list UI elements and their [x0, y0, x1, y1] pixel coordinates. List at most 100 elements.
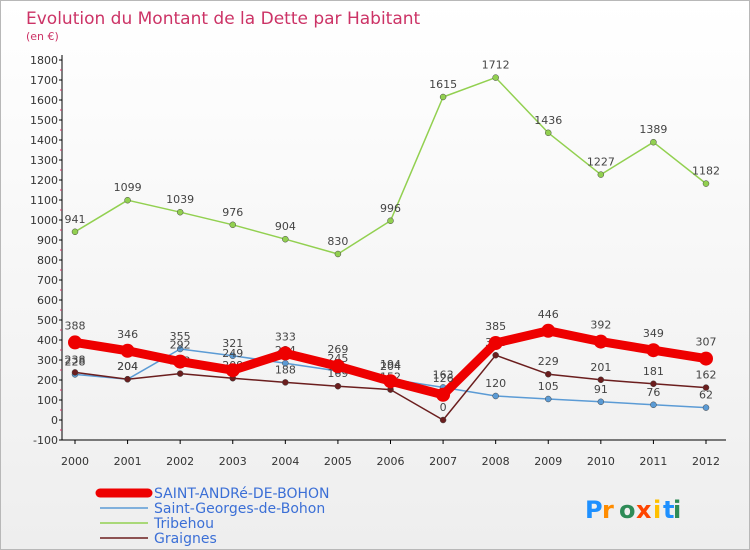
- y-tick-label: 1700: [30, 74, 58, 87]
- logo-letter: i: [673, 496, 681, 524]
- data-label: 188: [275, 363, 296, 376]
- data-point: [229, 352, 236, 360]
- data-point: [278, 346, 293, 361]
- data-label: 1389: [639, 123, 667, 136]
- x-tick-label: 2012: [692, 455, 720, 468]
- data-point: [124, 375, 131, 383]
- data-point: [71, 369, 79, 376]
- series-layer: 941 1099 1039 976 904 830 996 1615 1712 1436 1227 1…: [65, 59, 720, 424]
- data-label: 228: [65, 355, 86, 368]
- data-label: 349: [643, 327, 664, 340]
- data-point: [541, 323, 556, 338]
- data-point: [439, 93, 447, 101]
- data-point: [282, 235, 289, 243]
- x-tick-label: 2005: [324, 455, 352, 468]
- y-tick-label: 800: [37, 254, 58, 267]
- data-point: [176, 370, 184, 377]
- data-point: [650, 401, 657, 409]
- data-label: 292: [170, 339, 191, 352]
- legend-label: Graignes: [154, 531, 217, 547]
- x-tick-label: 2002: [166, 455, 194, 468]
- x-tick-label: 2007: [429, 455, 457, 468]
- legend: SAINT-ANDRé-DE-BOHONSaint-Georges-de-Boh…: [95, 486, 330, 547]
- data-point: [229, 221, 236, 229]
- data-point: [68, 335, 82, 350]
- y-tick-label: 1400: [30, 134, 58, 147]
- data-label: 249: [222, 347, 243, 360]
- y-tick-label: 500: [37, 314, 58, 327]
- x-tick-label: 2004: [271, 455, 299, 468]
- y-tick-label: 700: [37, 274, 58, 287]
- data-label: 1615: [429, 78, 457, 91]
- y-tick-label: 1800: [30, 54, 58, 67]
- data-label: 229: [538, 355, 559, 368]
- x-tick-label: 2003: [219, 455, 247, 468]
- data-label: 346: [117, 328, 138, 341]
- data-point: [545, 395, 552, 403]
- data-label: 105: [538, 380, 559, 393]
- data-point: [702, 384, 710, 391]
- data-label: 392: [590, 319, 611, 332]
- data-point: [330, 359, 345, 374]
- y-tick-label: 1500: [30, 114, 58, 127]
- data-point: [492, 351, 499, 359]
- logo-letter: o: [619, 496, 636, 524]
- data-point: [383, 374, 398, 389]
- data-point: [488, 336, 503, 350]
- chart-subtitle: (en €): [26, 30, 59, 43]
- data-point: [334, 250, 342, 258]
- x-tick-label: 2010: [587, 455, 615, 468]
- data-label: 204: [117, 360, 138, 373]
- data-point: [282, 379, 289, 386]
- data-label: 181: [643, 365, 664, 378]
- y-tick-label: 400: [37, 334, 58, 347]
- data-label: 830: [327, 235, 348, 248]
- data-label: 201: [590, 361, 611, 374]
- legend-label: Saint-Georges-de-Bohon: [154, 501, 325, 517]
- y-tick-label: 1100: [30, 194, 58, 207]
- y-tick-label: 300: [37, 354, 58, 367]
- data-label: 1436: [534, 114, 562, 127]
- chart-title: Evolution du Montant de la Dette par Hab…: [26, 9, 421, 29]
- data-label: 976: [222, 206, 243, 219]
- x-tick-label: 2006: [377, 455, 405, 468]
- data-point: [545, 129, 552, 137]
- data-label: 996: [380, 202, 401, 215]
- data-point: [436, 387, 451, 402]
- data-point: [492, 392, 499, 400]
- data-label: 163: [433, 368, 454, 381]
- data-label: 1712: [482, 59, 510, 72]
- data-label: 62: [699, 389, 713, 402]
- data-point: [545, 370, 552, 378]
- data-point: [124, 196, 131, 204]
- data-label: 91: [594, 383, 608, 396]
- data-point: [699, 351, 713, 366]
- data-point: [597, 376, 605, 384]
- data-label: 1039: [166, 193, 194, 206]
- y-tick-label: 1300: [30, 154, 58, 167]
- data-label: 388: [65, 319, 86, 332]
- data-label: 355: [170, 330, 191, 343]
- data-point: [646, 343, 661, 358]
- data-label: 238: [65, 353, 86, 366]
- y-tick-label: 1000: [30, 214, 58, 227]
- data-point: [439, 416, 447, 424]
- data-label: 385: [485, 320, 506, 333]
- data-label: 120: [485, 377, 506, 390]
- y-tick-label: 600: [37, 294, 58, 307]
- data-point: [492, 74, 499, 81]
- series-0: 388 346 292 249 333 269 194 126 385 446 392 349 307: [65, 308, 717, 402]
- x-tick-label: 2009: [534, 455, 562, 468]
- x-tick-label: 2011: [639, 455, 667, 468]
- logo-letter: t: [663, 496, 674, 524]
- legend-label: SAINT-ANDRé-DE-BOHON: [154, 486, 330, 502]
- data-label: 162: [696, 369, 717, 382]
- y-tick-label: 900: [37, 234, 58, 247]
- data-point: [597, 171, 605, 178]
- data-point: [702, 180, 710, 187]
- legend-label: Tribehou: [153, 516, 214, 532]
- data-point: [176, 345, 184, 353]
- y-tick-label: 1600: [30, 94, 58, 107]
